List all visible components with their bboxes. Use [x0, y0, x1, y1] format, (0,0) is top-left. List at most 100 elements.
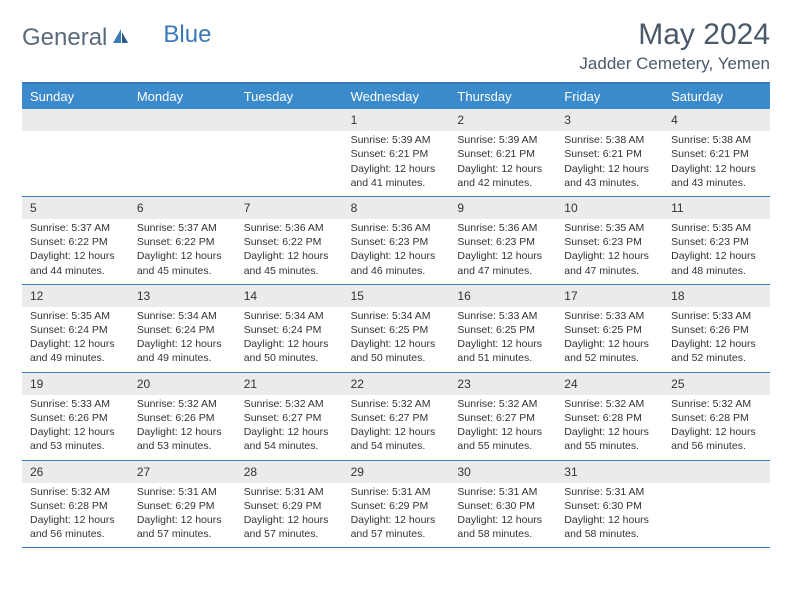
sunset-text: Sunset: 6:30 PM	[564, 499, 655, 513]
daylight-text: and 54 minutes.	[351, 439, 442, 453]
cell-body: Sunrise: 5:36 AMSunset: 6:22 PMDaylight:…	[236, 221, 343, 278]
daylight-text: Daylight: 12 hours	[671, 162, 762, 176]
cell-body: Sunrise: 5:35 AMSunset: 6:23 PMDaylight:…	[556, 221, 663, 278]
calendar-cell: 21Sunrise: 5:32 AMSunset: 6:27 PMDayligh…	[236, 373, 343, 460]
sunrise-text: Sunrise: 5:39 AM	[351, 133, 442, 147]
daylight-text: Daylight: 12 hours	[457, 249, 548, 263]
daylight-text: Daylight: 12 hours	[30, 513, 121, 527]
day-header: Thursday	[449, 84, 556, 109]
cell-body: Sunrise: 5:31 AMSunset: 6:29 PMDaylight:…	[236, 485, 343, 542]
day-number: 15	[343, 285, 450, 307]
day-header: Wednesday	[343, 84, 450, 109]
day-number: 12	[22, 285, 129, 307]
logo-text-general: General	[22, 24, 107, 52]
sunrise-text: Sunrise: 5:35 AM	[30, 309, 121, 323]
daylight-text: and 58 minutes.	[457, 527, 548, 541]
sunrise-text: Sunrise: 5:33 AM	[457, 309, 548, 323]
sunset-text: Sunset: 6:29 PM	[351, 499, 442, 513]
calendar-cell: 8Sunrise: 5:36 AMSunset: 6:23 PMDaylight…	[343, 197, 450, 284]
day-number: 28	[236, 461, 343, 483]
sunset-text: Sunset: 6:28 PM	[564, 411, 655, 425]
daylight-text: Daylight: 12 hours	[564, 337, 655, 351]
day-header: Tuesday	[236, 84, 343, 109]
sunset-text: Sunset: 6:30 PM	[457, 499, 548, 513]
day-header-row: Sunday Monday Tuesday Wednesday Thursday…	[22, 84, 770, 109]
calendar-cell: 1Sunrise: 5:39 AMSunset: 6:21 PMDaylight…	[343, 109, 450, 196]
daylight-text: and 45 minutes.	[137, 264, 228, 278]
day-number: 24	[556, 373, 663, 395]
title-block: May 2024 Jadder Cemetery, Yemen	[579, 18, 770, 74]
sunrise-text: Sunrise: 5:31 AM	[244, 485, 335, 499]
calendar-cell: 15Sunrise: 5:34 AMSunset: 6:25 PMDayligh…	[343, 285, 450, 372]
daylight-text: and 48 minutes.	[671, 264, 762, 278]
cell-body: Sunrise: 5:36 AMSunset: 6:23 PMDaylight:…	[343, 221, 450, 278]
header: General Blue May 2024 Jadder Cemetery, Y…	[22, 18, 770, 74]
cell-body: Sunrise: 5:32 AMSunset: 6:27 PMDaylight:…	[236, 397, 343, 454]
daylight-text: and 53 minutes.	[137, 439, 228, 453]
sunset-text: Sunset: 6:27 PM	[457, 411, 548, 425]
daylight-text: and 52 minutes.	[671, 351, 762, 365]
calendar-cell: 17Sunrise: 5:33 AMSunset: 6:25 PMDayligh…	[556, 285, 663, 372]
day-number: 6	[129, 197, 236, 219]
sunrise-text: Sunrise: 5:31 AM	[457, 485, 548, 499]
sunset-text: Sunset: 6:21 PM	[457, 147, 548, 161]
daylight-text: Daylight: 12 hours	[137, 337, 228, 351]
sunset-text: Sunset: 6:24 PM	[244, 323, 335, 337]
sunrise-text: Sunrise: 5:32 AM	[137, 397, 228, 411]
calendar-cell: 29Sunrise: 5:31 AMSunset: 6:29 PMDayligh…	[343, 461, 450, 548]
cell-body: Sunrise: 5:32 AMSunset: 6:27 PMDaylight:…	[449, 397, 556, 454]
day-number: 31	[556, 461, 663, 483]
calendar-cell	[663, 461, 770, 548]
daylight-text: Daylight: 12 hours	[351, 337, 442, 351]
daylight-text: and 43 minutes.	[564, 176, 655, 190]
calendar-cell: 30Sunrise: 5:31 AMSunset: 6:30 PMDayligh…	[449, 461, 556, 548]
daylight-text: Daylight: 12 hours	[351, 249, 442, 263]
calendar-cell: 10Sunrise: 5:35 AMSunset: 6:23 PMDayligh…	[556, 197, 663, 284]
day-number: 8	[343, 197, 450, 219]
day-number	[22, 109, 129, 131]
daylight-text: and 45 minutes.	[244, 264, 335, 278]
sunset-text: Sunset: 6:27 PM	[351, 411, 442, 425]
daylight-text: and 49 minutes.	[30, 351, 121, 365]
sunrise-text: Sunrise: 5:36 AM	[351, 221, 442, 235]
day-number: 18	[663, 285, 770, 307]
sunset-text: Sunset: 6:22 PM	[30, 235, 121, 249]
calendar-cell: 11Sunrise: 5:35 AMSunset: 6:23 PMDayligh…	[663, 197, 770, 284]
day-number: 4	[663, 109, 770, 131]
day-number: 20	[129, 373, 236, 395]
sunrise-text: Sunrise: 5:38 AM	[564, 133, 655, 147]
calendar-cell: 4Sunrise: 5:38 AMSunset: 6:21 PMDaylight…	[663, 109, 770, 196]
daylight-text: and 41 minutes.	[351, 176, 442, 190]
cell-body: Sunrise: 5:32 AMSunset: 6:28 PMDaylight:…	[663, 397, 770, 454]
calendar-cell: 3Sunrise: 5:38 AMSunset: 6:21 PMDaylight…	[556, 109, 663, 196]
calendar-cell	[129, 109, 236, 196]
day-number	[236, 109, 343, 131]
day-number: 3	[556, 109, 663, 131]
sunrise-text: Sunrise: 5:37 AM	[137, 221, 228, 235]
sunrise-text: Sunrise: 5:39 AM	[457, 133, 548, 147]
daylight-text: Daylight: 12 hours	[137, 425, 228, 439]
calendar-cell: 14Sunrise: 5:34 AMSunset: 6:24 PMDayligh…	[236, 285, 343, 372]
sunset-text: Sunset: 6:29 PM	[137, 499, 228, 513]
calendar-cell: 26Sunrise: 5:32 AMSunset: 6:28 PMDayligh…	[22, 461, 129, 548]
sunset-text: Sunset: 6:22 PM	[137, 235, 228, 249]
cell-body: Sunrise: 5:37 AMSunset: 6:22 PMDaylight:…	[22, 221, 129, 278]
daylight-text: and 54 minutes.	[244, 439, 335, 453]
logo-text-blue: Blue	[163, 21, 211, 49]
daylight-text: and 55 minutes.	[564, 439, 655, 453]
sunrise-text: Sunrise: 5:31 AM	[564, 485, 655, 499]
sunset-text: Sunset: 6:25 PM	[351, 323, 442, 337]
cell-body: Sunrise: 5:35 AMSunset: 6:23 PMDaylight:…	[663, 221, 770, 278]
sunrise-text: Sunrise: 5:36 AM	[244, 221, 335, 235]
daylight-text: and 56 minutes.	[671, 439, 762, 453]
calendar-cell: 2Sunrise: 5:39 AMSunset: 6:21 PMDaylight…	[449, 109, 556, 196]
week-row: 26Sunrise: 5:32 AMSunset: 6:28 PMDayligh…	[22, 461, 770, 549]
daylight-text: and 57 minutes.	[244, 527, 335, 541]
day-number: 23	[449, 373, 556, 395]
day-number: 26	[22, 461, 129, 483]
day-number: 9	[449, 197, 556, 219]
daylight-text: and 51 minutes.	[457, 351, 548, 365]
sunrise-text: Sunrise: 5:33 AM	[671, 309, 762, 323]
logo: General Blue	[22, 18, 211, 52]
cell-body: Sunrise: 5:32 AMSunset: 6:28 PMDaylight:…	[22, 485, 129, 542]
